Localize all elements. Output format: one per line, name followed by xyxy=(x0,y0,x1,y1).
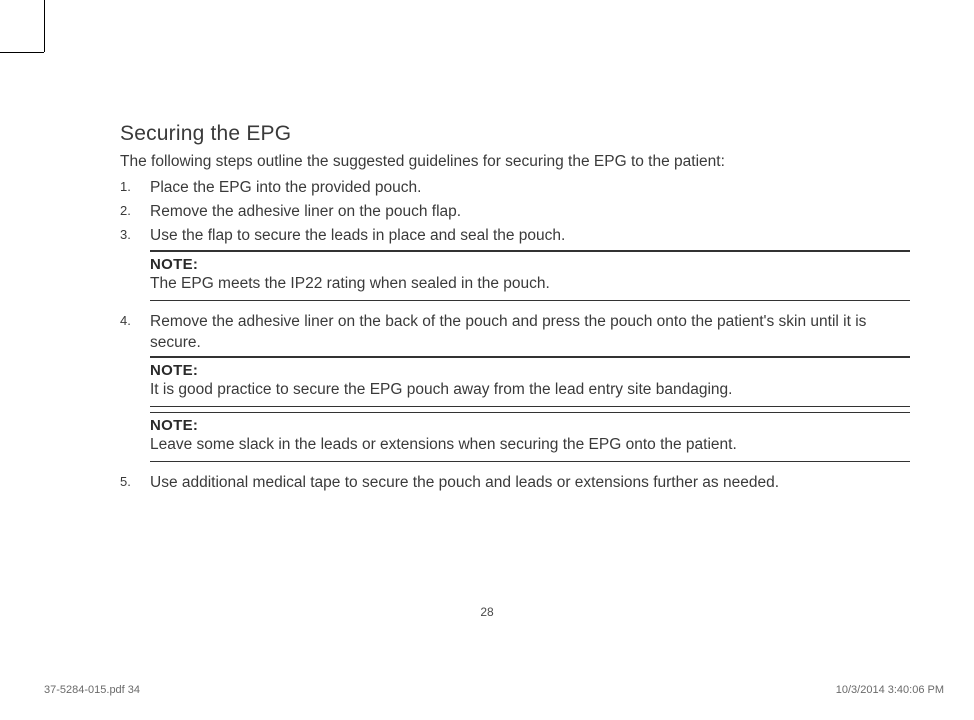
step-item: Remove the adhesive liner on the back of… xyxy=(120,312,910,354)
step-text: Place the EPG into the provided pouch. xyxy=(150,179,421,196)
crop-mark-vertical xyxy=(44,0,45,52)
note-text: Leave some slack in the leads or extensi… xyxy=(150,435,910,456)
note-block: NOTE: Leave some slack in the leads or e… xyxy=(150,412,910,462)
page-number: 28 xyxy=(0,605,974,619)
steps-list: Remove the adhesive liner on the back of… xyxy=(120,312,910,354)
intro-text: The following steps outline the suggeste… xyxy=(120,152,910,173)
note-label: NOTE: xyxy=(150,256,910,273)
step-item: Use the flap to secure the leads in plac… xyxy=(120,226,910,247)
step-item: Use additional medical tape to secure th… xyxy=(120,473,910,494)
footer-file: 37-5284-015.pdf 34 xyxy=(44,684,140,696)
step-text: Use the flap to secure the leads in plac… xyxy=(150,227,565,244)
footer-datetime: 10/3/2014 3:40:06 PM xyxy=(836,684,944,696)
step-text: Remove the adhesive liner on the pouch f… xyxy=(150,203,461,220)
note-block: NOTE: The EPG meets the IP22 rating when… xyxy=(150,251,910,301)
step-text: Use additional medical tape to secure th… xyxy=(150,474,779,491)
section-heading: Securing the EPG xyxy=(120,122,910,146)
note-label: NOTE: xyxy=(150,362,910,379)
steps-list: Use additional medical tape to secure th… xyxy=(120,473,910,494)
step-item: Remove the adhesive liner on the pouch f… xyxy=(120,202,910,223)
step-text: Remove the adhesive liner on the back of… xyxy=(150,313,866,351)
note-text: It is good practice to secure the EPG po… xyxy=(150,380,910,401)
footer: 37-5284-015.pdf 34 10/3/2014 3:40:06 PM xyxy=(44,684,944,696)
step-item: Place the EPG into the provided pouch. xyxy=(120,178,910,199)
note-text: The EPG meets the IP22 rating when seale… xyxy=(150,274,910,295)
note-block: NOTE: It is good practice to secure the … xyxy=(150,357,910,407)
crop-mark-horizontal xyxy=(0,52,44,53)
page-content: Securing the EPG The following steps out… xyxy=(120,122,910,497)
note-label: NOTE: xyxy=(150,417,910,434)
steps-list: Place the EPG into the provided pouch. R… xyxy=(120,178,910,247)
